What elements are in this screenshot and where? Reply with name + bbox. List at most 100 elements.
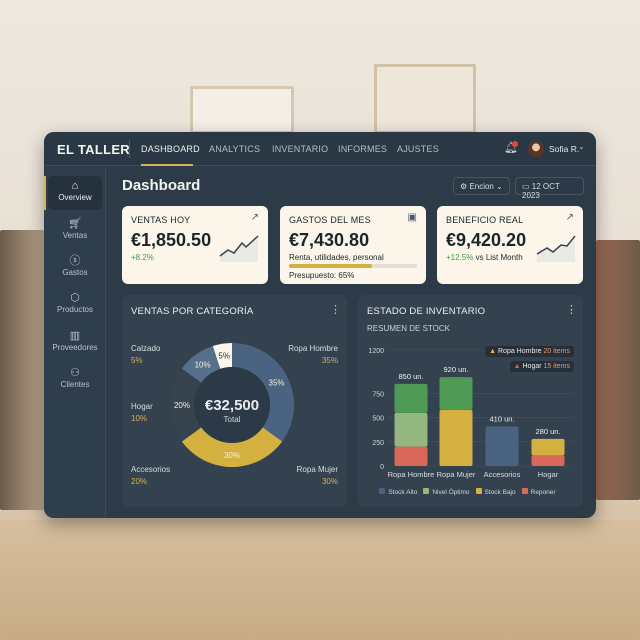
callout-label: Accesorios [131, 465, 171, 474]
cart-icon: 🛒︎ [68, 218, 82, 230]
sidebar-item-clientes[interactable]: ⚇ Clientes [48, 363, 102, 397]
y-tick-label: 500 [372, 416, 384, 423]
wallet-icon: ▣ [407, 212, 417, 223]
tab-dashboard[interactable]: DASHBOARD [141, 144, 200, 154]
active-indicator [44, 176, 46, 210]
card-ventas-hoy: VENTAS HOY ↗ €1,850.50 +8.2% [122, 206, 268, 284]
sidebar-item-overview[interactable]: ⌂ Overview [48, 176, 102, 210]
budget-label: Presupuesto: 65% [289, 271, 355, 280]
estado-inventario-panel: ESTADO DE INVENTARIO ⋮ RESUMEN DE STOCK … [358, 295, 583, 507]
bar-total-label: 850 un. [398, 372, 423, 381]
sidebar-item-productos[interactable]: ⬡ Productos [48, 288, 102, 322]
stock-bar-chart: 0 250 500 750 1200 850 un. Ropa Hombre 920 un. R… [368, 348, 573, 479]
dashboard-window: EL TALLER DASHBOARD ANALYTICS INVENTARIO… [44, 132, 596, 518]
panel-title: ESTADO DE INVENTARIO [367, 306, 486, 317]
tab-informes[interactable]: INFORMES [338, 144, 388, 154]
card-subtitle: Renta, utilidades, personal [289, 253, 384, 262]
bar-segment [394, 412, 428, 447]
donut-slice [232, 343, 294, 442]
legend-item: Reponer [521, 488, 556, 496]
active-tab-indicator [141, 164, 193, 166]
users-icon: ⚇ [70, 367, 80, 379]
sidebar-item-proveedores[interactable]: ▥ Proveedores [48, 326, 102, 360]
callout-pct: 35% [321, 356, 338, 365]
y-tick-label: 0 [380, 464, 384, 471]
donut-chart: 35% 30% 20% 10% 5% [170, 343, 294, 467]
dollar-icon: ⓢ [69, 255, 81, 267]
sidebar-item-gastos[interactable]: ⓢ Gastos [48, 251, 102, 285]
tab-ajustes[interactable]: AJUSTES [397, 144, 439, 154]
x-tick-label: Accesorios [484, 470, 521, 479]
more-options-icon[interactable]: ⋮ [566, 304, 577, 316]
alert-count: 15 items [543, 363, 570, 370]
alert-badge[interactable]: ▲ Hogar 15 items [509, 361, 574, 372]
bar-total-label: 920 un. [443, 365, 468, 374]
card-delta-note: vs List Month [475, 253, 523, 262]
home-icon: ⌂ [71, 180, 79, 192]
sparkline [536, 235, 576, 262]
sidebar-item-label: Clientes [60, 380, 90, 389]
alert-badge[interactable]: ▲ Ropa Hombre 20 items [485, 346, 574, 357]
sidebar-item-label: Ventas [62, 231, 88, 240]
box-icon: ⬡ [70, 292, 80, 304]
card-value: €1,850.50 [131, 230, 212, 250]
tab-analytics[interactable]: ANALYTICS [209, 144, 261, 154]
trend-up-icon: ↗ [250, 212, 259, 223]
card-value: €9,420.20 [446, 230, 527, 250]
user-name[interactable]: Sofia R. [549, 144, 580, 154]
callout-pct: 20% [131, 477, 148, 486]
warning-icon: ▲ [489, 348, 497, 355]
page-title: Dashboard [122, 177, 201, 194]
alert-label: Ropa Hombre [498, 348, 542, 355]
more-options-icon[interactable]: ⋮ [330, 304, 341, 316]
sidebar-item-ventas[interactable]: 🛒︎ Ventas [48, 214, 102, 248]
y-tick-label: 1200 [368, 348, 384, 355]
warning-icon: ▲ [513, 363, 521, 370]
x-tick-label: Ropa Hombre [388, 470, 435, 479]
bar-total-label: 410 un. [489, 414, 514, 423]
legend-item: Stock Bajo [475, 488, 516, 496]
filter-icon: ⚙︎ [460, 182, 470, 191]
alert-label: Hogar [522, 363, 542, 370]
donut-hole [194, 367, 270, 443]
donut-center-label: Total [223, 415, 241, 424]
slice-label: 5% [218, 352, 230, 361]
filter-dropdown[interactable]: ⚙︎ Encion ⌄ [453, 177, 510, 195]
chart-legend: Stock Alto Nivel Óptimo Stock Bajo Reponer [358, 488, 583, 496]
x-tick-label: Ropa Mujer [437, 470, 476, 479]
callout-label: Ropa Mujer [296, 465, 338, 474]
bar-total-label: 280 un. [535, 427, 560, 436]
tab-inventario[interactable]: INVENTARIO [272, 144, 329, 154]
slice-label: 10% [195, 361, 211, 370]
panel-subtitle: RESUMEN DE STOCK [367, 324, 450, 333]
date-value: 12 OCT 2023 [522, 182, 560, 200]
slice-label: 30% [224, 451, 240, 460]
date-picker[interactable]: ▭ 12 OCT 2023 [515, 177, 584, 200]
filter-value: Encion [469, 182, 494, 191]
donut-slice [212, 343, 232, 369]
callout-label: Ropa Hombre [288, 344, 338, 353]
donut-slice [170, 368, 202, 442]
sidebar-item-label: Proveedores [52, 343, 98, 352]
bar-segment [485, 426, 519, 466]
sparkline [219, 235, 259, 262]
avatar[interactable] [528, 141, 544, 157]
budget-progress-bar [289, 264, 417, 268]
card-title: GASTOS DEL MES [289, 215, 371, 225]
legend-item: Nivel Óptimo [423, 488, 470, 496]
x-tick-label: Hogar [538, 470, 559, 479]
bar-segment [394, 446, 428, 466]
bar-segment [439, 377, 473, 410]
calendar-icon: ▭ [522, 182, 532, 191]
y-tick-label: 250 [372, 440, 384, 447]
budget-progress-fill [289, 264, 373, 268]
bar-segment [394, 383, 428, 413]
sidebar: ⌂ Overview 🛒︎ Ventas ⓢ Gastos ⬡ Productos ▥ P… [44, 167, 106, 518]
chevron-down-icon[interactable]: ⌄ [578, 142, 585, 151]
card-title: VENTAS HOY [131, 215, 191, 225]
notification-dot [512, 141, 518, 147]
callout-label: Calzado [131, 344, 161, 353]
donut-slice [181, 346, 221, 383]
logo: EL TALLER [57, 142, 130, 157]
bar-segment [439, 409, 473, 466]
